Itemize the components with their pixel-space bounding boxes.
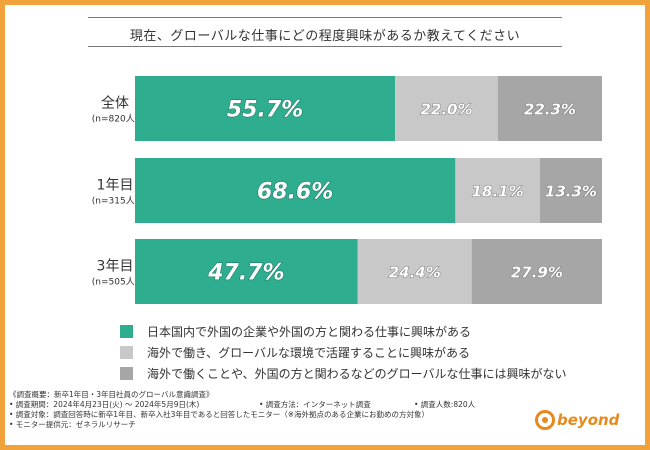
category-sample-size: (n=315人): [92, 196, 138, 207]
title-rule-bottom: [88, 46, 562, 47]
data-label: 22.0%: [420, 101, 472, 119]
note-line: • 調査対象：調査回答時に新卒1年目、新卒入社3年目であると回答したモニター（※…: [9, 410, 430, 419]
data-label: 18.1%: [472, 183, 524, 201]
category-label: 3年目: [97, 259, 134, 275]
bar-segment: [357, 239, 472, 304]
logo-icon: [535, 410, 555, 430]
data-label: 24.4%: [389, 264, 441, 282]
note-line: 《調査概要：新卒1年目・3年目社員のグローバル意識調査》: [9, 390, 214, 399]
bar-segment: [395, 76, 498, 141]
beyond-logo: beyond: [535, 410, 640, 432]
legend-swatch: [120, 367, 133, 380]
chart-card: 現在、グローバルな仕事にどの程度興味があるか教えてください 全体 (n=820人)…: [5, 5, 645, 445]
legend-swatch: [120, 325, 133, 338]
data-label: 13.3%: [545, 183, 597, 201]
note-line: • 調査人数:820人: [414, 400, 476, 409]
bar-segment: [135, 158, 456, 223]
category-label: 1年目: [97, 178, 134, 194]
bar-segment: [497, 76, 602, 141]
category-label: 全体: [101, 95, 129, 112]
bar-segment: [539, 158, 602, 223]
category-sample-size: (n=505人): [92, 277, 138, 288]
note-line: • 調査方法：インターネット調査: [259, 400, 371, 409]
data-label: 68.6%: [257, 180, 333, 205]
bar-segment: [471, 239, 602, 304]
logo-text: beyond: [557, 411, 620, 429]
data-label: 47.7%: [207, 261, 284, 286]
data-label: 55.7%: [227, 98, 303, 123]
title-rule-top: [88, 17, 562, 18]
note-line: • 調査期間：2024年4月23日(火) ～ 2024年5月9日(木): [9, 400, 200, 409]
legend-label: 海外で働くことや、外国の方と関わるなどのグローバルな仕事には興味がない: [147, 367, 567, 381]
data-label: 27.9%: [511, 264, 563, 282]
note-line: • モニター提供元：ゼネラルリサーチ: [9, 420, 136, 429]
legend-label: 日本国内で外国の企業や外国の方と関わる仕事に興味がある: [147, 325, 472, 339]
category-sample-size: (n=820人): [92, 114, 138, 125]
data-label: 22.3%: [524, 101, 576, 119]
stacked-bar-chart: 全体 (n=820人) 55.7% 22.0% 22.3% 1年目 (n=315人) 68.6…: [92, 76, 602, 304]
bar-segment: [135, 76, 396, 141]
chart-title: 現在、グローバルな仕事にどの程度興味があるか教えてください: [129, 29, 521, 44]
legend-label: 海外で働き、グローバルな環境で活躍することに興味がある: [147, 346, 471, 360]
bar-segment: [455, 158, 540, 223]
legend-swatch: [120, 346, 133, 359]
bar-segment: [135, 239, 358, 304]
